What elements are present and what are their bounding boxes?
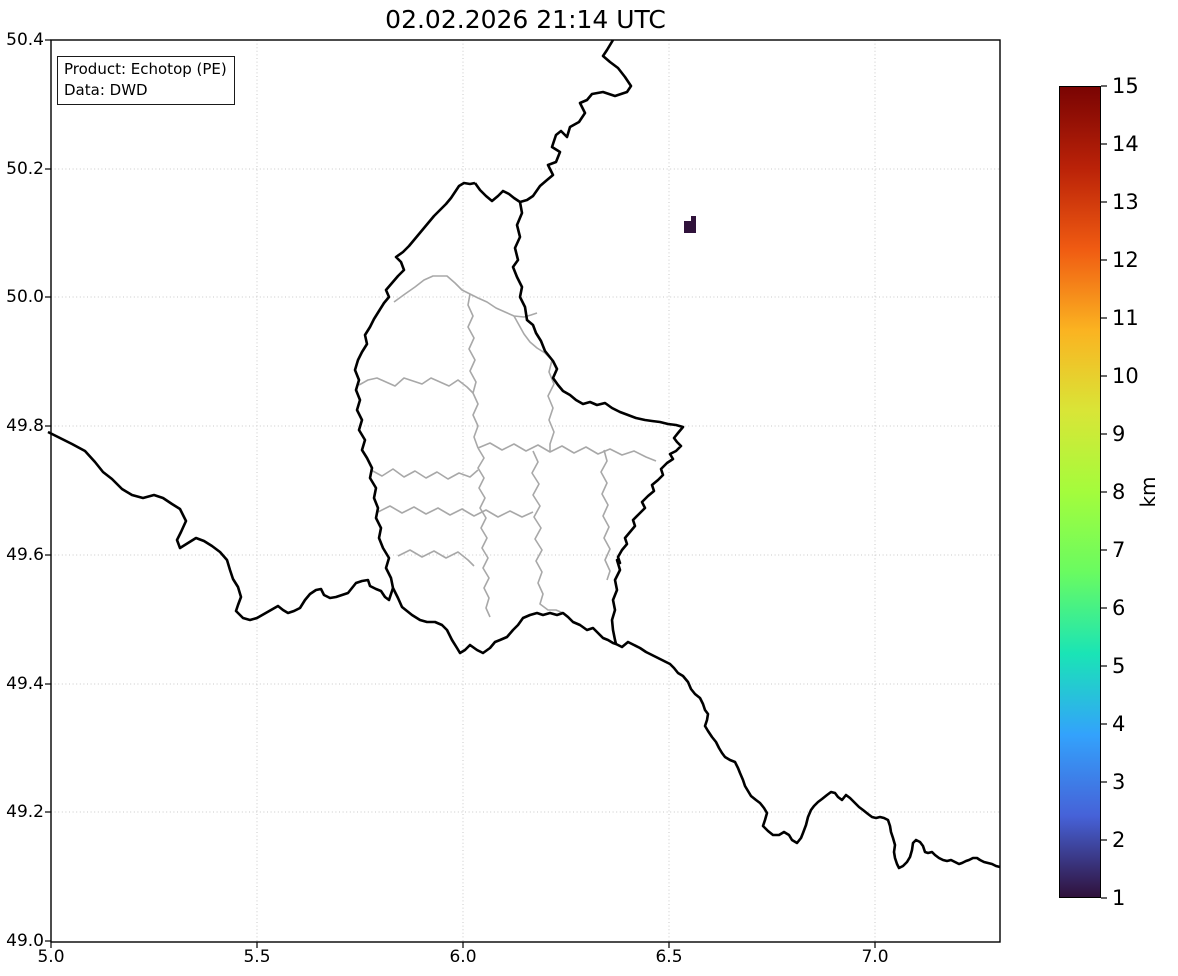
canton-border [600, 449, 611, 581]
colorbar-tick-label: 10 [1112, 364, 1139, 388]
colorbar-tick-label: 13 [1112, 190, 1139, 214]
x-tick-label: 5.5 [243, 947, 271, 967]
canton-border [377, 505, 534, 518]
colorbar-tick-label: 6 [1112, 596, 1126, 620]
y-tick-label: 49.2 [6, 802, 44, 822]
canton-border [531, 450, 564, 614]
x-tick-label: 6.0 [449, 947, 477, 967]
colorbar-tick-label: 12 [1112, 248, 1139, 272]
canton-border [397, 549, 475, 567]
data-source-label: Data: DWD [64, 81, 148, 99]
y-tick-label: 50.2 [6, 159, 44, 179]
colorbar-tick-label: 5 [1112, 654, 1126, 678]
colorbar-tick-label: 15 [1112, 74, 1139, 98]
country-border [519, 39, 633, 204]
canton-border [370, 468, 479, 480]
colorbar [1059, 86, 1101, 898]
y-tick-label: 50.0 [6, 287, 44, 307]
colorbar-tick-label: 8 [1112, 480, 1126, 504]
colorbar-tick-label: 3 [1112, 770, 1126, 794]
canton-border [477, 447, 491, 618]
colorbar-tick-label: 4 [1112, 712, 1126, 736]
colorbar-tick-label: 1 [1112, 886, 1126, 910]
canton-border [547, 359, 555, 452]
x-tick-label: 6.5 [655, 947, 683, 967]
colorbar-tick-label: 11 [1112, 306, 1139, 330]
colorbar-tick-label: 9 [1112, 422, 1126, 446]
colorbar-unit-label: km [1136, 476, 1160, 508]
y-tick-label: 49.8 [6, 416, 44, 436]
radar-echo-pixel [684, 221, 696, 233]
product-label: Product: Echotop (PE) [64, 60, 227, 78]
colorbar-tick-label: 7 [1112, 538, 1126, 562]
figure-title: 02.02.2026 21:14 UTC [385, 5, 666, 34]
y-tick-label: 49.4 [6, 674, 44, 694]
x-tick-label: 7.0 [861, 947, 889, 967]
x-tick-label: 5.0 [37, 947, 65, 967]
country-border [615, 640, 1001, 870]
product-info-box: Product: Echotop (PE) Data: DWD [57, 56, 235, 105]
y-tick-label: 49.6 [6, 545, 44, 565]
canton-border [477, 442, 657, 462]
colorbar-tick-label: 2 [1112, 828, 1126, 852]
y-tick-label: 50.4 [6, 30, 44, 50]
colorbar-tick-label: 14 [1112, 132, 1139, 156]
canton-border [358, 377, 474, 394]
radar-echo-pixel [691, 216, 696, 222]
country-border [353, 181, 685, 655]
plot-frame [50, 39, 1001, 943]
canton-border [467, 293, 479, 449]
y-tick-label: 49.0 [6, 931, 44, 951]
country-border [47, 430, 395, 622]
